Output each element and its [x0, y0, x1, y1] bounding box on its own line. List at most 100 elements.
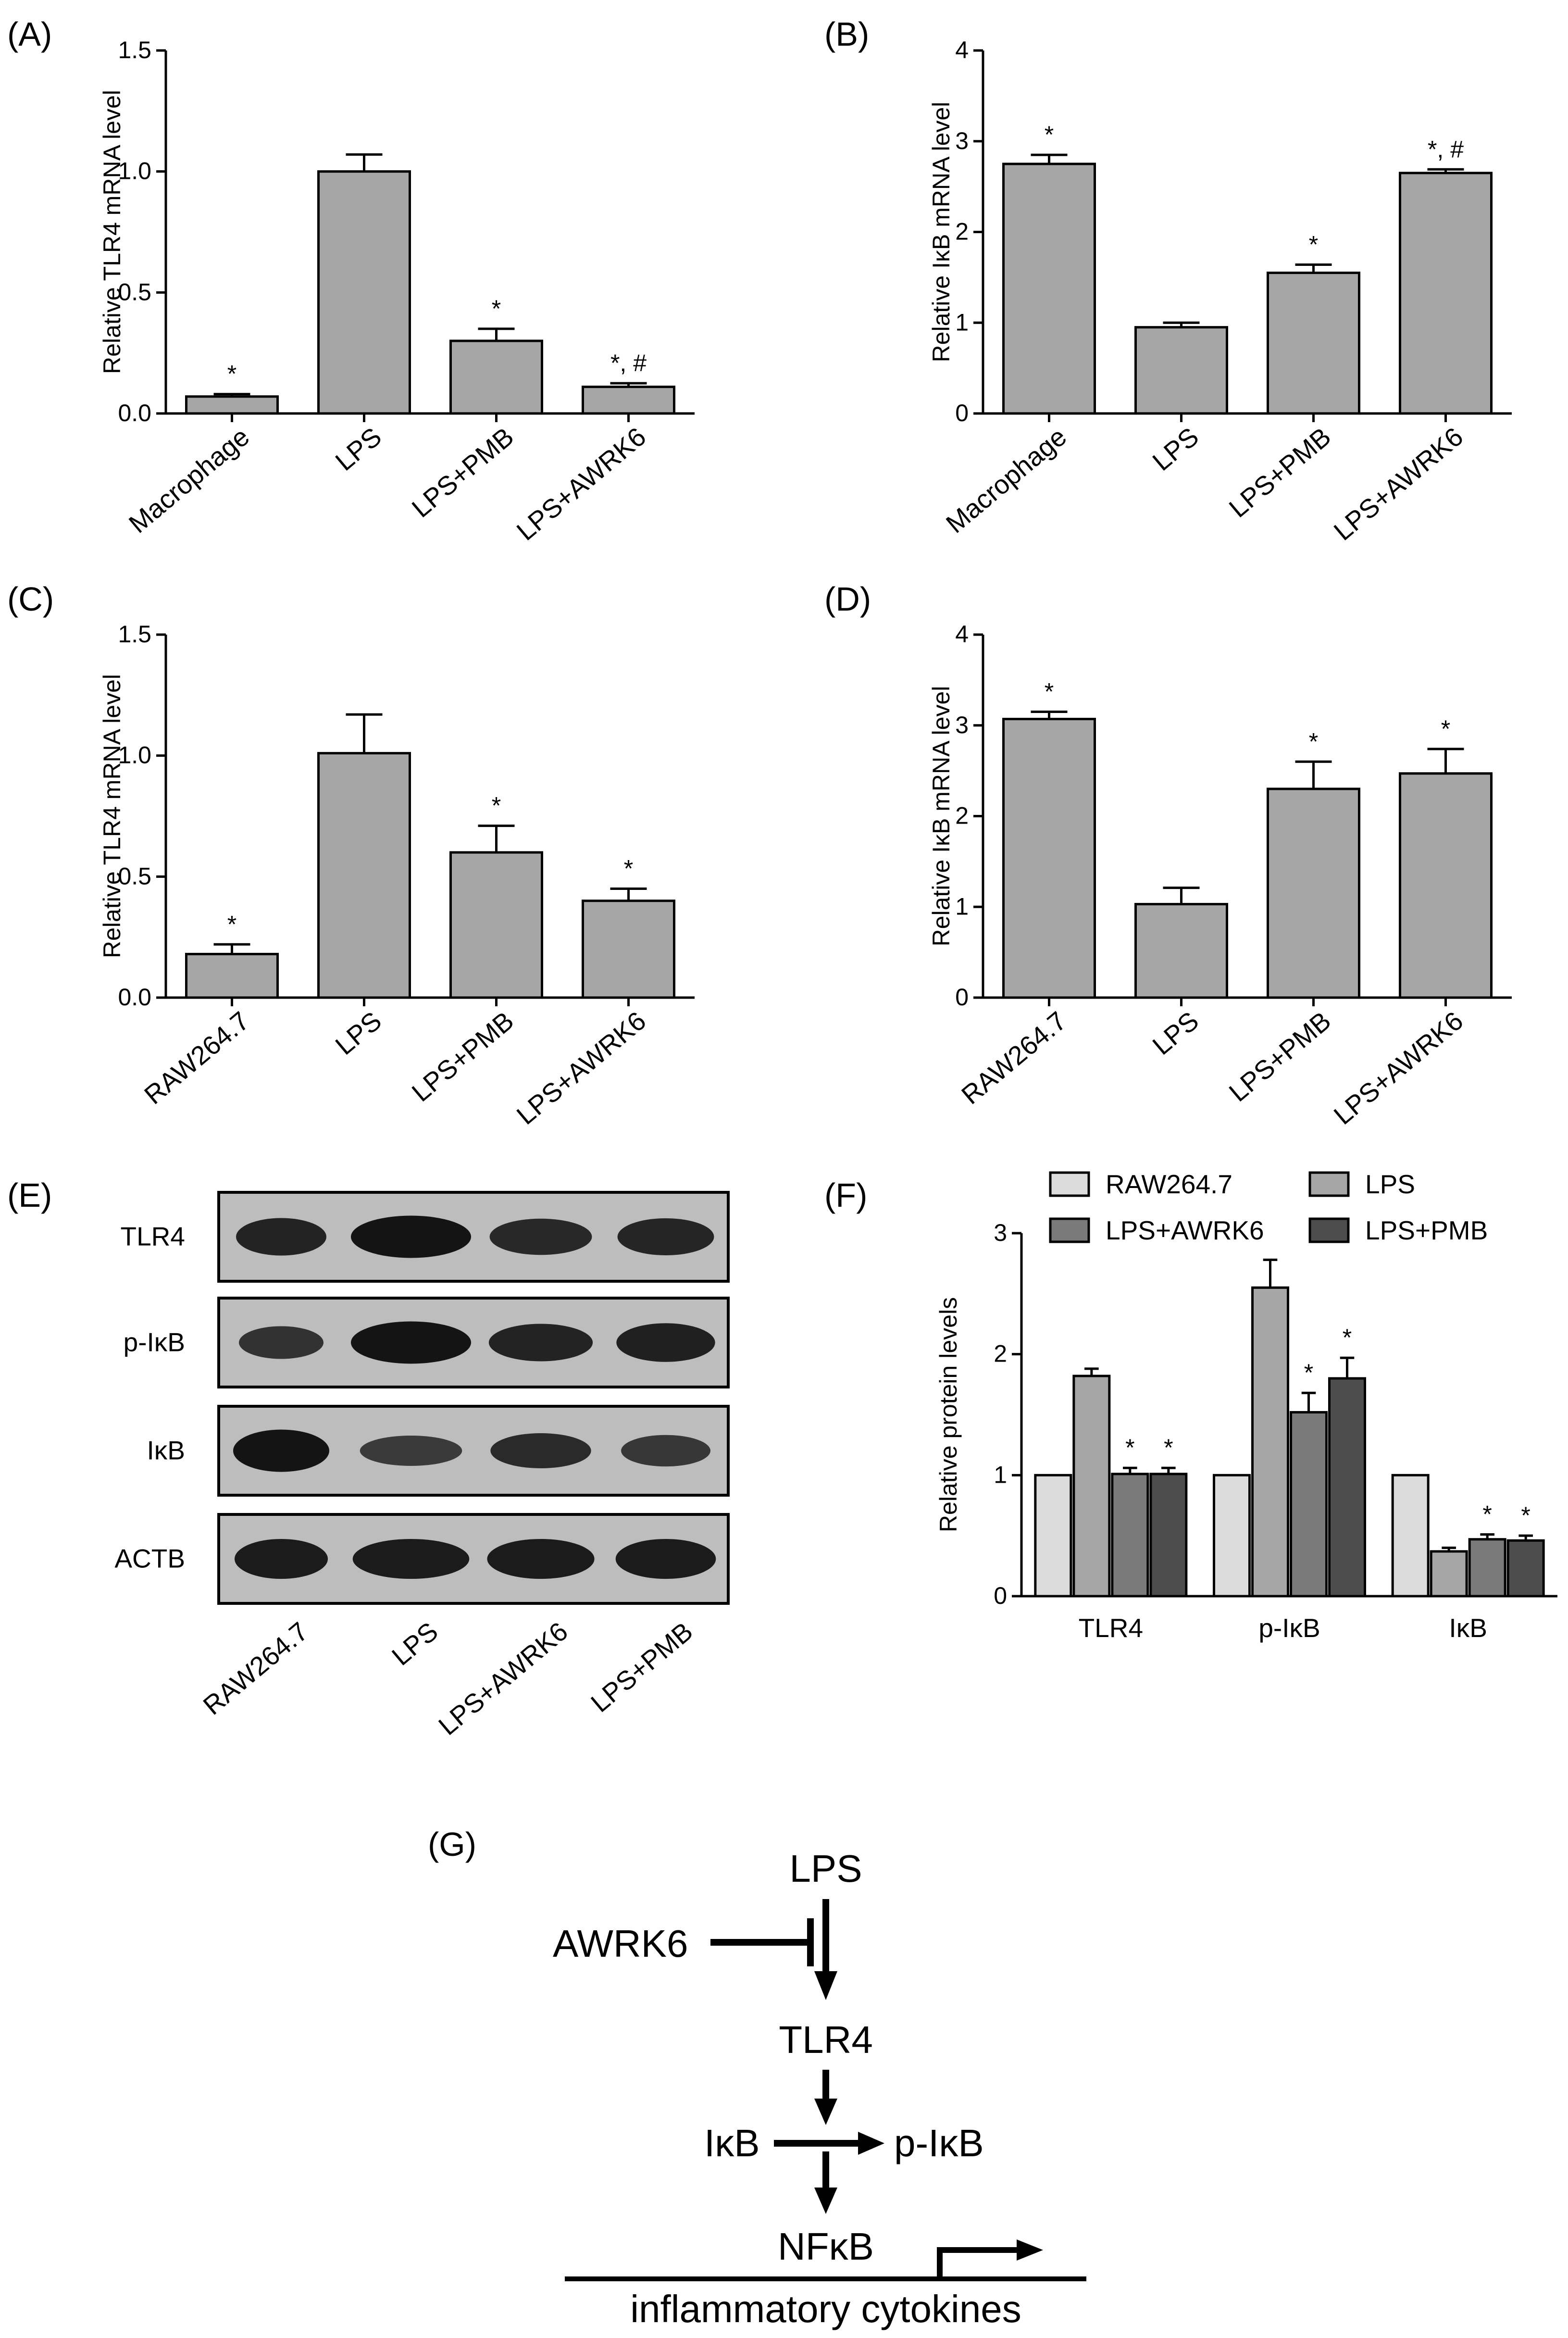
promoter-arrow: [937, 2247, 1019, 2279]
promoter-arrow-head: [1017, 2239, 1043, 2261]
y-tick-label: 2: [955, 218, 969, 245]
diagram-tlr4: TLR4: [779, 2018, 873, 2061]
x-tick-label: LPS+AWRK6: [511, 1006, 651, 1130]
x-tick-label: Macrophage: [123, 422, 255, 539]
bar-charts: (A) 0.0 0.5 1.0 1.5 Relative TLR4 mRNA level *…: [7, 15, 1557, 1643]
blot-band: [351, 1215, 471, 1258]
y-axis-label: Relative protein levels: [935, 1297, 962, 1532]
significance-mark: *: [1343, 1324, 1352, 1351]
panel-label: (C): [7, 580, 54, 618]
x-tick-label: LPS+PMB: [1223, 1006, 1336, 1108]
blot-band: [621, 1435, 710, 1467]
bar: [582, 386, 675, 415]
significance-mark: *: [624, 855, 633, 882]
y-tick-label: 1: [955, 309, 969, 336]
legend-swatch: [1049, 1171, 1090, 1197]
diagram-awrk6: AWRK6: [553, 1922, 688, 1965]
bar: [1149, 1473, 1188, 1598]
panel-label-g: (G): [428, 1825, 476, 1863]
legend-swatch: [1308, 1217, 1350, 1243]
significance-mark: *: [227, 911, 236, 938]
y-tick-label: 0: [994, 1582, 1007, 1609]
x-tick-label: p-IκB: [1258, 1613, 1320, 1643]
arrow-head-ikb-nfkb: [814, 2188, 837, 2214]
bar: [1002, 163, 1096, 415]
x-tick-label: RAW264.7: [138, 1006, 255, 1110]
y-axis-label: Relative TLR4 mRNA level: [99, 90, 125, 374]
blot-lane-label: LPS+PMB: [585, 1616, 698, 1718]
blot-rows: TLR4 p-IκB IκB ACTB: [114, 1191, 730, 1605]
bar: [1267, 271, 1360, 415]
blot-lane-label: RAW264.7: [198, 1616, 314, 1721]
pathway-diagram: (G) LPS AWRK6 TLR4 IκB p-IκB NFκB inflam…: [428, 1825, 1086, 2330]
bar: [317, 170, 411, 415]
y-tick-label: 1.0: [118, 742, 151, 769]
western-blot-panel: (E) TLR4 p-IκB IκB ACTB RAW264.7 LPSLPS+AWRK…: [7, 1176, 730, 1741]
arrow-head-lps-tlr4: [814, 1971, 837, 2000]
significance-mark: *: [1482, 1501, 1492, 1528]
y-tick-label: 1.5: [118, 621, 151, 648]
y-tick-label: 4: [955, 37, 969, 63]
blot-band: [617, 1218, 714, 1255]
panel-label: (D): [824, 580, 871, 618]
blot-band: [351, 1321, 471, 1364]
legend-label: RAW264.7: [1106, 1169, 1232, 1199]
blot-band: [352, 1539, 470, 1579]
bar: [449, 339, 543, 415]
x-tick-label: LPS+AWRK6: [1328, 1006, 1468, 1130]
blot-band: [235, 1539, 328, 1579]
significance-mark: *: [1164, 1434, 1173, 1461]
y-tick-label: 3: [994, 1219, 1007, 1246]
panel-label: (A): [7, 15, 52, 53]
significance-mark: *: [1045, 678, 1054, 705]
significance-mark: *: [1441, 715, 1450, 742]
y-axis-label: Relative TLR4 mRNA level: [99, 674, 125, 958]
blot-band: [233, 1429, 329, 1472]
y-tick-label: 0.0: [118, 400, 151, 426]
bar: [1430, 1550, 1468, 1598]
significance-mark: *: [1304, 1359, 1313, 1386]
bar: [1506, 1539, 1545, 1598]
blot-row-label: p-IκB: [124, 1327, 185, 1357]
blot-row: IκB: [147, 1405, 730, 1497]
panel-label-e: (E): [7, 1176, 52, 1214]
blot-row-label: ACTB: [114, 1544, 185, 1574]
diagram-nfkb: NFκB: [778, 2225, 874, 2268]
x-tick-label: LPS: [330, 1006, 387, 1061]
blot-row: p-IκB: [124, 1297, 730, 1388]
bar: [185, 952, 279, 999]
significance-mark: *: [1521, 1502, 1530, 1529]
blot-band: [615, 1539, 716, 1579]
blot-band: [488, 1324, 593, 1362]
x-tick-label: LPS+AWRK6: [1328, 422, 1468, 546]
y-tick-label: 2: [994, 1340, 1007, 1367]
blot-lane-label: LPS+AWRK6: [433, 1616, 573, 1741]
legend-swatch: [1308, 1171, 1350, 1197]
x-tick-label: TLR4: [1079, 1613, 1144, 1643]
blot-row-label: TLR4: [121, 1222, 186, 1251]
y-tick-label: 0.0: [118, 984, 151, 1011]
y-tick-label: 0: [955, 400, 969, 426]
significance-mark: *: [227, 361, 236, 388]
bar: [449, 851, 543, 999]
y-tick-label: 0: [955, 984, 969, 1011]
bar: [1111, 1473, 1149, 1598]
diagram-cytokines: inflammatory cytokines: [630, 2288, 1021, 2330]
bar: [317, 752, 411, 999]
blot-lane-label: LPS: [386, 1616, 443, 1671]
blot-row-label: IκB: [147, 1436, 185, 1465]
blot-band: [487, 1539, 595, 1579]
legend-label: LPS+PMB: [1365, 1215, 1488, 1245]
bar: [1213, 1474, 1251, 1598]
bar: [185, 395, 279, 415]
x-tick-label: LPS+PMB: [406, 1006, 519, 1108]
y-tick-label: 0.5: [118, 863, 151, 889]
bar: [1399, 772, 1493, 999]
y-tick-label: 3: [955, 712, 969, 738]
bar: [1134, 903, 1228, 999]
significance-mark: *: [1045, 121, 1054, 148]
panel-label: (F): [824, 1176, 867, 1214]
significance-mark: *: [1309, 728, 1318, 755]
